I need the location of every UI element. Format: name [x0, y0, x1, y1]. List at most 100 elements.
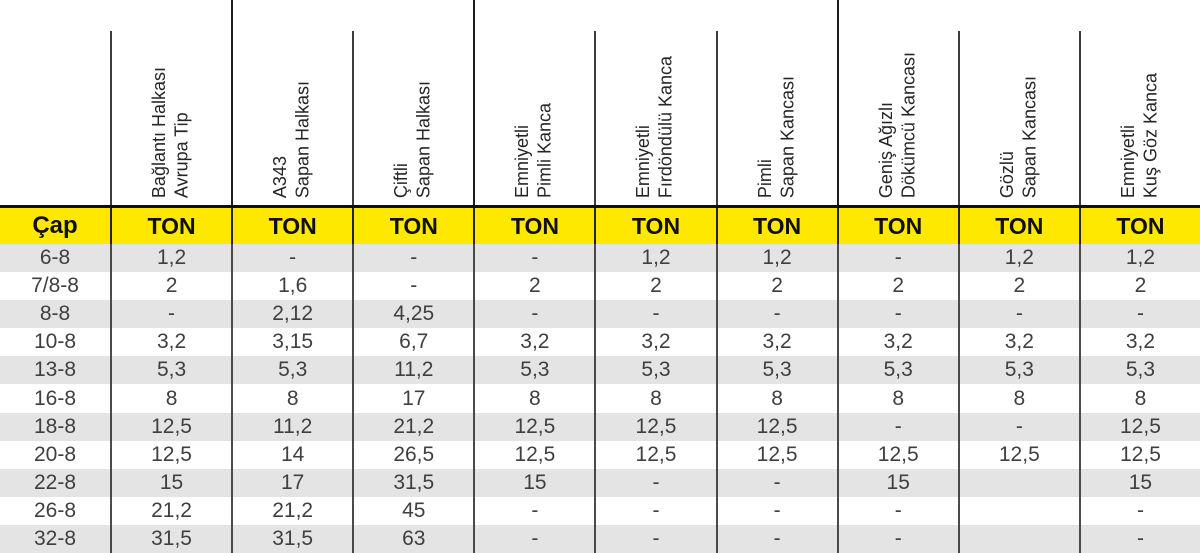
- value-cell: 2,12: [231, 300, 352, 329]
- column-label-line1: A343: [270, 155, 291, 198]
- value-cell: 12,5: [594, 412, 715, 441]
- value-cell: 3,2: [110, 328, 231, 357]
- column-label: Geniş Ağızlı Dökümcü Kancası: [875, 52, 920, 198]
- value-cell: 11,2: [352, 356, 473, 385]
- value-cell: 5,3: [836, 356, 958, 385]
- value-cell: [957, 468, 1079, 497]
- value-cell: 26,5: [352, 440, 473, 469]
- column-label: Emniyetli Fırdöndülü Kanca: [632, 56, 677, 198]
- column-label-line1: Emniyetli: [512, 124, 533, 198]
- row-label: 10-8: [33, 330, 77, 354]
- value-cell: [957, 524, 1079, 553]
- ton-header-cell: TON: [110, 208, 231, 244]
- col-header-emniyetli-kus-goz-kanca: Emniyetli Kuş Göz Kanca: [1078, 0, 1200, 205]
- value-cell: 1,2: [1078, 244, 1200, 273]
- row-label: 8-8: [39, 302, 71, 326]
- value-cell: -: [836, 412, 958, 441]
- value-cell: 17: [352, 384, 473, 413]
- value-cell: 3,2: [715, 328, 837, 357]
- ton-header-cell: TON: [836, 208, 958, 244]
- table-body: 6-8 1,2 - - - 1,2 1,2 - 1,2 1,2 7/8-8 2 …: [0, 244, 1200, 553]
- value-cell: 3,2: [1078, 328, 1200, 357]
- ton-header-cell: TON: [715, 208, 837, 244]
- value-cell: 1,2: [594, 244, 715, 273]
- value-cell: 5,3: [957, 356, 1079, 385]
- value-cell: 1,6: [231, 272, 352, 301]
- value-cell: -: [231, 244, 352, 273]
- row-label: 22-8: [33, 470, 77, 494]
- value-cell: 15: [110, 468, 231, 497]
- value-cell: 4,25: [352, 300, 473, 329]
- column-divider: [594, 31, 597, 205]
- value-cell: 14: [231, 440, 352, 469]
- row-label: 32-8: [33, 526, 77, 550]
- value-cell: 63: [352, 524, 473, 553]
- col-header-ciftli-sapan-halkasi: Çiftli Sapan Halkası: [352, 0, 473, 205]
- value-cell: -: [836, 496, 958, 525]
- value-cell: -: [1078, 300, 1200, 329]
- value-cell: 12,5: [957, 440, 1079, 469]
- value-cell: -: [715, 496, 837, 525]
- value-cell: -: [957, 300, 1079, 329]
- value-cell: 5,3: [594, 356, 715, 385]
- value-cell: 5,3: [231, 356, 352, 385]
- value-cell: 8: [231, 384, 352, 413]
- column-label: Gözlü Sapan Kancası: [996, 76, 1041, 198]
- column-label-line1: Emniyetli: [1117, 124, 1138, 198]
- value-cell: -: [594, 468, 715, 497]
- value-cell: 6,7: [352, 328, 473, 357]
- table-row: 18-8 12,5 11,2 21,2 12,5 12,5 12,5 - - 1…: [0, 412, 1200, 441]
- column-label: Bağlantı Halkası Avrupa Tip: [148, 67, 193, 198]
- column-label: Emniyetli Kuş Göz Kanca: [1117, 73, 1162, 198]
- value-cell: -: [836, 524, 958, 553]
- value-cell: 12,5: [473, 412, 594, 441]
- column-label-line2: Sapan Kancası: [1019, 75, 1040, 198]
- cap-header-cell: Çap: [32, 212, 78, 239]
- value-cell: -: [594, 300, 715, 329]
- column-label: Emniyetli Pimli Kanca: [511, 103, 556, 198]
- value-cell: 21,2: [352, 412, 473, 441]
- column-label-line2: Dökümcü Kancası: [898, 51, 919, 198]
- value-cell: -: [594, 496, 715, 525]
- ton-header-cell: TON: [352, 208, 473, 244]
- value-cell: 2: [594, 272, 715, 301]
- value-cell: 15: [1078, 468, 1200, 497]
- value-cell: 5,3: [1078, 356, 1200, 385]
- value-cell: 2: [473, 272, 594, 301]
- value-cell: -: [473, 524, 594, 553]
- value-cell: 2: [715, 272, 837, 301]
- col-header-emniyetli-pimli-kanca: Emniyetli Pimli Kanca: [473, 0, 594, 205]
- value-cell: 15: [836, 468, 958, 497]
- table-row: 8-8 - 2,12 4,25 - - - - - -: [0, 300, 1200, 329]
- column-label-line2: Pimli Kanca: [534, 102, 555, 198]
- value-cell: 31,5: [352, 468, 473, 497]
- column-divider: [836, 0, 839, 205]
- value-cell: [957, 496, 1079, 525]
- column-label: Çiftli Sapan Halkası: [390, 81, 435, 198]
- value-cell: 8: [1078, 384, 1200, 413]
- column-label-line2: Kuş Göz Kanca: [1140, 72, 1161, 198]
- value-cell: 8: [836, 384, 958, 413]
- value-cell: -: [715, 468, 837, 497]
- unit-row: Çap TON TON TON TON TON TON TON TON TON: [0, 205, 1200, 244]
- value-cell: 8: [594, 384, 715, 413]
- value-cell: 12,5: [715, 440, 837, 469]
- ton-header-cell: TON: [231, 208, 352, 244]
- col-header-a343-sapan-halkasi: A343 Sapan Halkası: [231, 0, 352, 205]
- column-label-line2: Sapan Kancası: [777, 75, 798, 198]
- ton-header-cell: TON: [1078, 208, 1200, 244]
- col-header-genis-agizli-dokumcu-kancasi: Geniş Ağızlı Dökümcü Kancası: [836, 0, 958, 205]
- row-label: 13-8: [33, 358, 77, 382]
- value-cell: -: [836, 300, 958, 329]
- column-label-line1: Bağlantı Halkası: [149, 66, 170, 198]
- value-cell: 1,2: [110, 244, 231, 273]
- column-label-line2: Sapan Halkası: [413, 80, 434, 198]
- table-row: 7/8-8 2 1,6 - 2 2 2 2 2 2: [0, 272, 1200, 301]
- value-cell: -: [836, 244, 958, 273]
- value-cell: 5,3: [110, 356, 231, 385]
- value-cell: 1,2: [715, 244, 837, 273]
- column-divider: [231, 0, 234, 205]
- value-cell: 3,15: [231, 328, 352, 357]
- value-cell: 12,5: [110, 440, 231, 469]
